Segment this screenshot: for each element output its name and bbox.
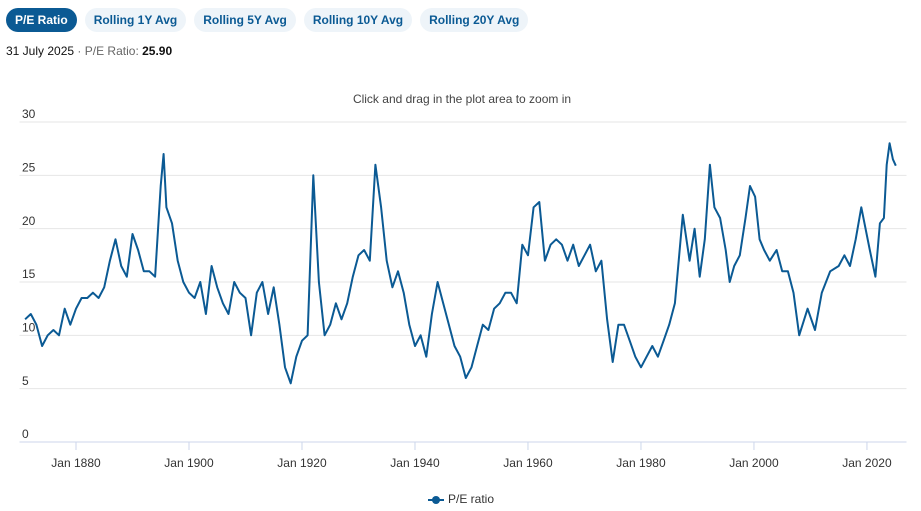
y-tick-label: 15 (22, 267, 36, 281)
sep: · (77, 44, 82, 58)
status-value: 25.90 (142, 44, 173, 58)
y-tick-label: 10 (22, 321, 36, 335)
x-tick-label: Jan 1980 (616, 456, 666, 470)
y-tick-label: 5 (22, 374, 29, 388)
tab-button[interactable]: Rolling 10Y Avg (303, 8, 413, 32)
status-line: 31 July 2025 · P/E Ratio: 25.90 (6, 44, 172, 58)
tab-button[interactable]: Rolling 20Y Avg (420, 8, 529, 32)
x-tick-label: Jan 2020 (842, 456, 892, 470)
x-tick-label: Jan 1960 (503, 456, 553, 470)
button-bar: P/E Ratio Rolling 1Y Avg Rolling 5Y Avg Rol… (6, 8, 529, 32)
tab-button[interactable]: Rolling 1Y Avg (84, 8, 187, 32)
series-line (24, 142, 897, 385)
x-tick-label: Jan 1940 (390, 456, 440, 470)
date: 31 July 2025 (6, 44, 75, 58)
x-tick-label: Jan 1900 (164, 456, 214, 470)
legend-dot (432, 496, 440, 504)
x-tick-label: Jan 1920 (277, 456, 327, 470)
x-tick-label: Jan 2000 (729, 456, 779, 470)
x-tick-label: Jan 1880 (51, 456, 101, 470)
y-tick-label: 20 (22, 214, 36, 228)
y-tick-label: 30 (22, 107, 36, 121)
legend-label: P/E ratio (448, 492, 494, 506)
tab-button[interactable]: Rolling 5Y Avg (194, 8, 296, 32)
chart-subtitle: Click and drag in the plot area to zoom … (353, 92, 571, 106)
tab-button[interactable]: P/E Ratio (6, 8, 77, 32)
y-tick-label: 25 (22, 161, 36, 175)
status-label: P/E Ratio: (84, 44, 139, 58)
y-tick-label: 0 (22, 427, 29, 441)
